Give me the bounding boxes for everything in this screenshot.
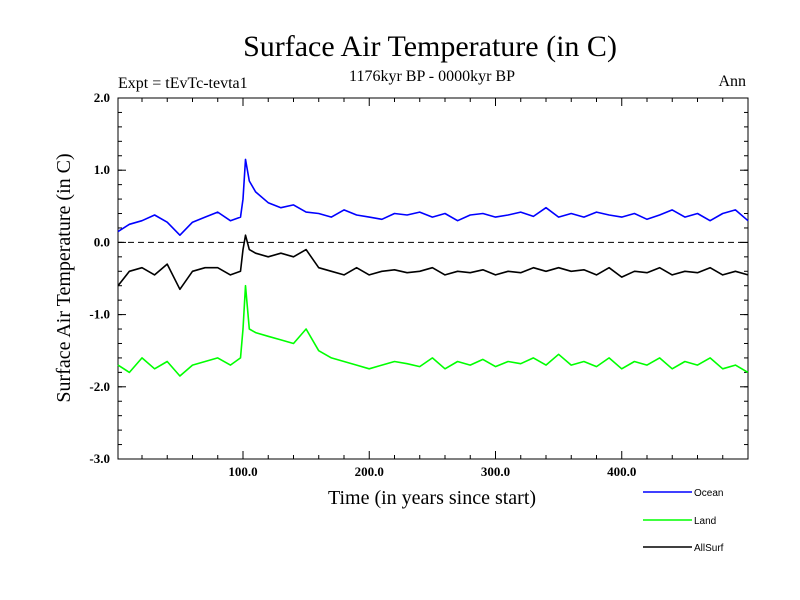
data-series [117, 158, 749, 377]
x-tick-label: 300.0 [481, 464, 510, 479]
season-label: Ann [718, 73, 746, 90]
x-tick-label: 200.0 [355, 464, 384, 479]
plot-frame [117, 97, 749, 460]
series-line-allsurf [117, 234, 749, 291]
time-range-label: 1176kyr BP - 0000kyr BP [349, 68, 515, 85]
y-axis-label: Surface Air Temperature (in C) [53, 153, 75, 402]
y-tick-label: -2.0 [89, 379, 110, 394]
x-axis: 100.0 200.0 300.0 400.0 [141, 98, 724, 479]
y-tick-label: -1.0 [89, 307, 110, 322]
experiment-label: Expt = tEvTc-tevta1 [118, 75, 248, 92]
y-axis: 2.0 1.0 0.0 -1.0 -2.0 -3.0 [89, 90, 748, 466]
y-tick-label: 0.0 [94, 234, 110, 249]
x-tick-label: 100.0 [228, 464, 257, 479]
y-tick-label: 2.0 [94, 90, 110, 105]
x-tick-label: 400.0 [607, 464, 636, 479]
legend-label-land: Land [694, 516, 716, 527]
y-tick-label: 1.0 [94, 162, 110, 177]
series-line-land [117, 284, 749, 377]
chart-title: Surface Air Temperature (in C) [243, 30, 617, 63]
series-line-ocean [117, 158, 749, 236]
legend-label-allsurf: AllSurf [694, 543, 724, 554]
y-tick-label: -3.0 [89, 451, 110, 466]
legend-label-ocean: Ocean [694, 488, 723, 499]
legend: Ocean Land AllSurf [643, 488, 724, 554]
x-axis-label: Time (in years since start) [328, 487, 536, 509]
